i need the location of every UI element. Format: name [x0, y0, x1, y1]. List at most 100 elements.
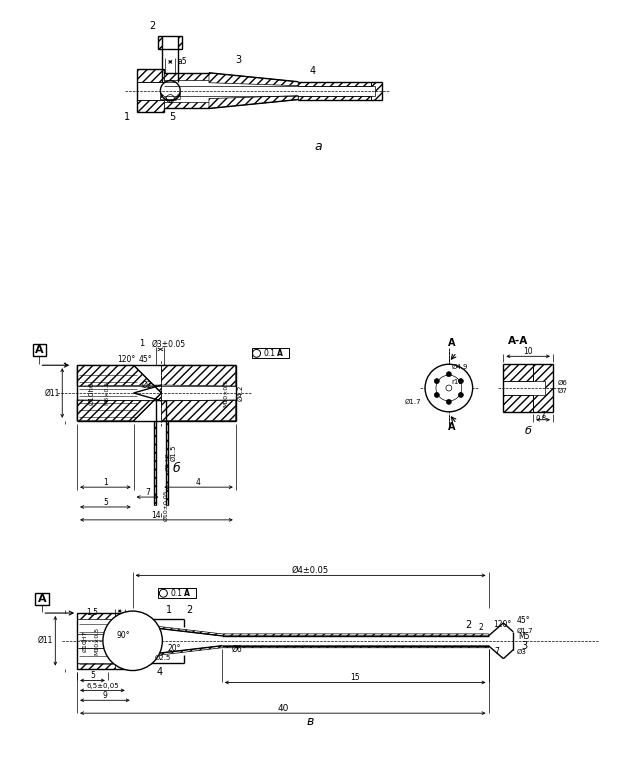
Text: Ø4.9: Ø4.9	[452, 364, 468, 370]
Text: r15: r15	[452, 379, 464, 385]
FancyBboxPatch shape	[159, 588, 196, 598]
Text: A: A	[184, 590, 190, 598]
Text: 2: 2	[466, 620, 472, 630]
Text: Ø4.2: Ø4.2	[238, 384, 244, 401]
Text: 4: 4	[310, 66, 316, 76]
FancyBboxPatch shape	[252, 348, 289, 359]
Text: 20°: 20°	[168, 644, 181, 653]
Text: 0.1: 0.1	[170, 590, 182, 598]
Text: 45°: 45°	[516, 616, 530, 625]
Polygon shape	[209, 96, 298, 109]
Polygon shape	[161, 92, 180, 103]
Text: 7: 7	[494, 647, 499, 655]
Text: б: б	[525, 426, 532, 435]
Polygon shape	[209, 73, 298, 85]
Text: 1: 1	[103, 478, 108, 487]
FancyBboxPatch shape	[36, 594, 50, 605]
Text: A-A: A-A	[508, 337, 528, 346]
Text: Ø11: Ø11	[45, 388, 60, 398]
Text: Ø1.5: Ø1.5	[170, 445, 176, 461]
Text: M5: M5	[519, 632, 530, 640]
Polygon shape	[298, 96, 371, 99]
Polygon shape	[77, 648, 115, 669]
Text: 4: 4	[156, 666, 162, 677]
Text: 5: 5	[169, 113, 175, 122]
Text: 14: 14	[152, 511, 161, 520]
Text: 0.8: 0.8	[536, 415, 547, 420]
Text: Ø11: Ø11	[38, 637, 53, 645]
Text: a: a	[314, 140, 322, 153]
Polygon shape	[161, 400, 236, 420]
Text: 1: 1	[124, 113, 130, 122]
Polygon shape	[77, 365, 161, 393]
Polygon shape	[154, 626, 489, 636]
Text: 120°: 120°	[494, 620, 512, 629]
Polygon shape	[371, 81, 382, 99]
Polygon shape	[136, 99, 164, 113]
Circle shape	[447, 372, 452, 377]
Text: Ø0.18: Ø0.18	[166, 453, 170, 471]
Circle shape	[447, 399, 452, 404]
Text: б: б	[173, 462, 180, 475]
Text: Ø3±0.05: Ø3±0.05	[152, 339, 185, 348]
Polygon shape	[533, 364, 553, 412]
Text: 40: 40	[277, 704, 289, 713]
Text: M10×0.5: M10×0.5	[224, 379, 228, 407]
Text: M10×0.5: M10×0.5	[94, 626, 99, 655]
Text: A: A	[448, 422, 455, 431]
Polygon shape	[503, 364, 533, 381]
Circle shape	[425, 364, 473, 412]
Circle shape	[103, 611, 162, 670]
Text: Ø6: Ø6	[231, 644, 242, 654]
Circle shape	[446, 385, 452, 391]
Text: Ø10±0.05: Ø10±0.05	[163, 489, 168, 521]
Text: Ø2: Ø2	[141, 381, 152, 390]
Text: в: в	[306, 715, 314, 728]
Circle shape	[436, 375, 462, 401]
Text: Ø10H7: Ø10H7	[83, 630, 87, 651]
FancyBboxPatch shape	[32, 345, 47, 356]
Circle shape	[425, 364, 473, 412]
Polygon shape	[164, 102, 209, 109]
Text: 9: 9	[103, 691, 107, 700]
Text: 6,5±0,05: 6,5±0,05	[86, 684, 118, 689]
Text: 2: 2	[186, 605, 192, 615]
Text: 3: 3	[521, 640, 527, 651]
Circle shape	[459, 392, 463, 398]
Text: 1: 1	[166, 605, 173, 615]
Text: 3: 3	[236, 55, 242, 65]
Polygon shape	[136, 69, 164, 81]
Text: Ø1.7: Ø1.7	[404, 399, 421, 405]
Text: 5: 5	[90, 672, 95, 680]
Circle shape	[459, 379, 463, 384]
Text: 15: 15	[350, 673, 360, 683]
Text: Ø1.7: Ø1.7	[516, 628, 533, 634]
Text: Ø10h6: Ø10h6	[89, 381, 95, 405]
Text: 4: 4	[196, 478, 201, 487]
Text: 2: 2	[149, 21, 155, 31]
Polygon shape	[166, 420, 168, 505]
Text: 1: 1	[140, 339, 145, 348]
Text: 7: 7	[145, 488, 150, 497]
Text: A: A	[277, 349, 283, 359]
Text: 0.1: 0.1	[264, 349, 275, 359]
Polygon shape	[77, 393, 161, 420]
Circle shape	[434, 379, 440, 384]
Polygon shape	[161, 365, 236, 386]
Polygon shape	[159, 36, 162, 49]
Text: 120°: 120°	[118, 355, 136, 364]
Text: Ø7: Ø7	[558, 388, 568, 394]
Text: 2: 2	[478, 623, 483, 632]
Text: 7: 7	[541, 411, 545, 420]
Text: 5: 5	[103, 498, 108, 507]
Text: A: A	[38, 594, 47, 604]
Text: Ø3: Ø3	[516, 648, 526, 655]
Polygon shape	[298, 81, 371, 85]
Text: 90°: 90°	[117, 631, 131, 640]
Text: M6×0.5: M6×0.5	[104, 381, 110, 405]
Text: a5: a5	[177, 57, 187, 67]
Text: 45°: 45°	[139, 355, 152, 364]
Text: A: A	[35, 345, 44, 355]
Text: Ø6: Ø6	[558, 380, 568, 386]
Polygon shape	[164, 73, 209, 80]
